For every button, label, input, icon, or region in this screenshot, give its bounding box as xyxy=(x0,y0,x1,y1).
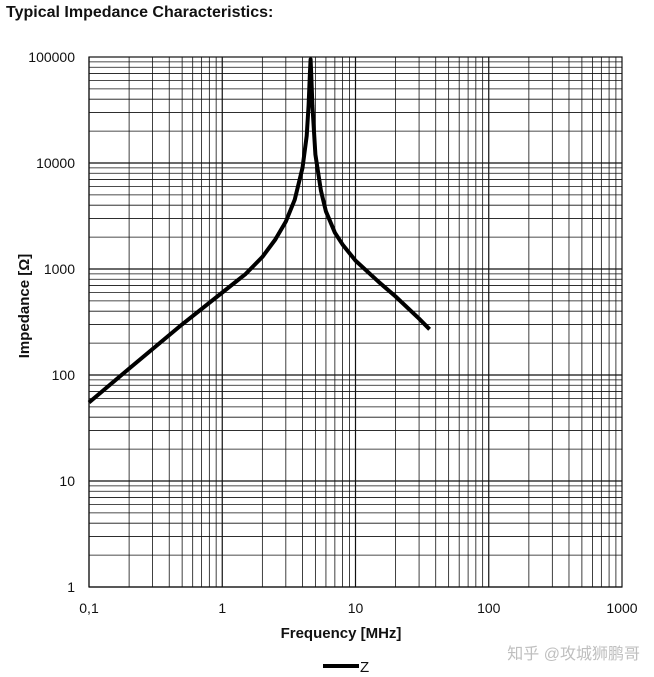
x-tick-label: 0,1 xyxy=(79,600,99,616)
y-tick-label: 100 xyxy=(52,367,76,383)
x-tick-labels: 0,1 1 10 100 1000 xyxy=(79,600,638,616)
x-axis-label: Frequency [MHz] xyxy=(281,625,402,642)
series-line-z xyxy=(87,57,432,405)
x-tick-label: 1000 xyxy=(606,600,637,616)
y-tick-label: 10 xyxy=(59,473,75,489)
legend-label-z: Z xyxy=(360,659,369,676)
x-tick-label: 10 xyxy=(348,600,364,616)
chart-title: Typical Impedance Characteristics: xyxy=(6,4,274,21)
y-tick-labels: 1 10 100 1000 10000 100000 xyxy=(28,49,75,595)
grid xyxy=(88,57,622,588)
legend: Z xyxy=(323,659,369,676)
x-tick-label: 1 xyxy=(218,600,226,616)
y-tick-label: 1 xyxy=(67,579,75,595)
y-tick-label: 1000 xyxy=(44,261,75,277)
x-tick-label: 100 xyxy=(477,600,501,616)
plot-frame xyxy=(88,56,623,588)
watermark: 知乎 @攻城狮鹏哥 xyxy=(507,646,640,663)
y-tick-label: 100000 xyxy=(28,49,75,65)
y-tick-label: 10000 xyxy=(36,155,75,171)
y-axis-label: Impedance [Ω] xyxy=(16,254,33,359)
